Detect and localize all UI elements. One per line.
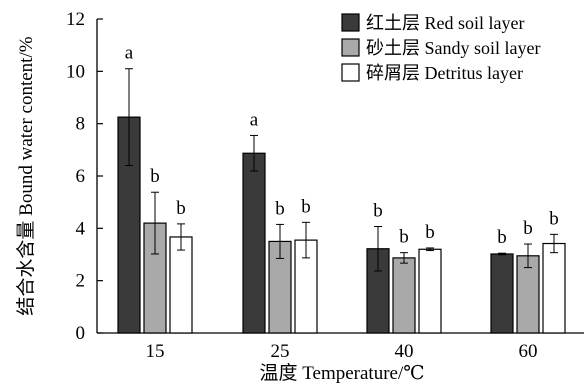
legend: 红土层 Red soil layer 砂土层 Sandy soil layer 碎屑… [341,13,540,83]
bar [542,242,566,334]
significance-letter: b [176,198,186,219]
legend-label: 红土层 Red soil layer [366,13,524,33]
y-tick-label: 6 [76,166,86,187]
legend-swatch [341,63,360,82]
significance-letter: a [250,109,259,130]
bar [169,236,193,334]
bar [242,152,266,334]
x-axis-title: 温度 Temperature/℃ [259,362,424,384]
legend-label: 碎屑层 Detritus layer [366,63,523,83]
significance-letter: b [523,218,533,239]
x-tick-label: 15 [146,341,165,362]
y-tick-label: 0 [76,323,86,344]
y-tick-label: 4 [76,218,86,239]
significance-letter: a [125,43,134,64]
significance-letter: b [150,166,160,187]
bar [490,253,514,334]
x-tick-label: 40 [395,341,414,362]
significance-letter: b [373,201,383,222]
y-axis-title: 结合水含量 Bound water content/% [15,36,37,315]
legend-swatch [341,38,360,57]
significance-letter: b [549,208,559,229]
legend-swatch [341,13,360,32]
significance-letter: b [425,222,435,243]
y-tick-label: 8 [76,114,86,135]
x-tick-label: 25 [271,341,290,362]
x-tick-label: 60 [519,341,538,362]
significance-letter: b [497,227,507,248]
legend-label: 砂土层 Sandy soil layer [366,38,540,58]
y-tick-label: 10 [66,61,85,82]
significance-letter: b [275,198,285,219]
significance-letter: b [399,227,409,248]
bar [418,248,442,334]
significance-letter: b [301,196,311,217]
y-tick-label: 12 [66,9,85,30]
bar [392,257,416,334]
y-tick-label: 2 [76,271,86,292]
